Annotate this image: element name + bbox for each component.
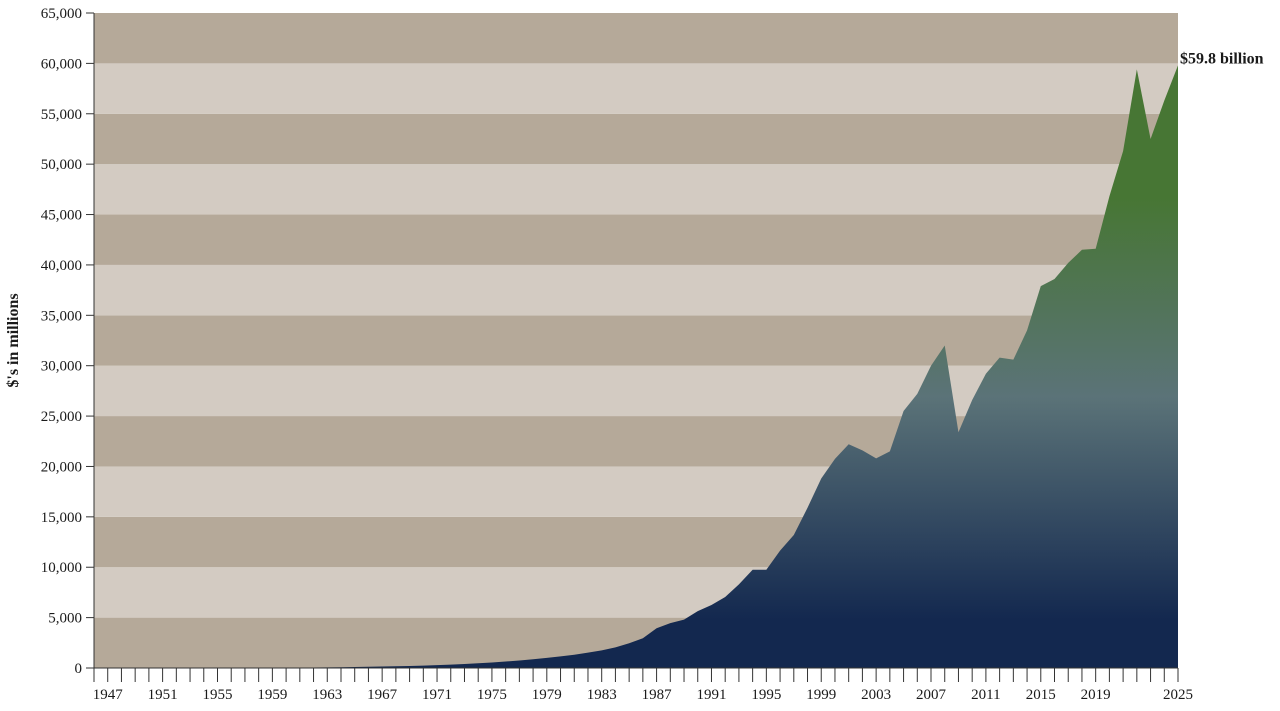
y-tick-label: 5,000 — [48, 611, 82, 627]
x-tick-label: 1995 — [751, 687, 781, 703]
y-tick-label: 60,000 — [41, 56, 82, 72]
y-axis: 0 5,000 10,000 15,000 20,000 25,000 30,000 35,0… — [41, 6, 94, 677]
x-tick-label: 2025 — [1163, 687, 1193, 703]
x-tick-label: 2007 — [916, 687, 947, 703]
y-axis-title: $'s in millions — [5, 293, 22, 387]
y-tick-label: 45,000 — [41, 208, 82, 224]
data-area — [94, 65, 1178, 668]
x-tick-label: 1987 — [642, 687, 673, 703]
x-axis: 1947 1951 1955 1959 1963 1967 1971 1975 1979 1983… — [93, 668, 1193, 703]
y-tick-label: 15,000 — [41, 510, 82, 526]
x-tick-label: 1963 — [312, 687, 342, 703]
x-tick-label: 2003 — [861, 687, 891, 703]
x-tick-label: 1947 — [93, 687, 124, 703]
grid-band — [94, 113, 1178, 165]
y-tick-label: 40,000 — [41, 258, 82, 274]
x-tick-label: 1971 — [422, 687, 452, 703]
y-tick-label: 10,000 — [41, 560, 82, 576]
y-tick-label: 65,000 — [41, 6, 82, 22]
x-tick-label: 1967 — [367, 687, 398, 703]
y-tick-label: 30,000 — [41, 359, 82, 375]
x-tick-label: 1991 — [696, 687, 726, 703]
x-tick-label: 1959 — [257, 687, 287, 703]
x-tick-label: 2011 — [971, 687, 1000, 703]
x-tick-label: 2015 — [1026, 687, 1056, 703]
x-tick-label: 1975 — [477, 687, 507, 703]
x-tick-label: 1951 — [148, 687, 178, 703]
end-value-label: $59.8 billion — [1180, 50, 1264, 67]
grid-band — [94, 214, 1178, 265]
x-tick-label: 1979 — [532, 687, 562, 703]
grid-band — [94, 13, 1178, 64]
y-tick-label: 25,000 — [41, 409, 82, 425]
grid-band — [94, 63, 1178, 114]
grid-band — [94, 315, 1178, 366]
x-tick-label: 1983 — [587, 687, 617, 703]
y-tick-label: 0 — [75, 661, 83, 677]
y-tick-label: 20,000 — [41, 459, 82, 475]
y-tick-label: 55,000 — [41, 107, 82, 123]
grid-band — [94, 164, 1178, 215]
grid-band — [94, 264, 1178, 316]
y-tick-label: 50,000 — [41, 157, 82, 173]
x-tick-label: 2019 — [1081, 687, 1111, 703]
x-tick-label: 1955 — [202, 687, 232, 703]
x-tick-label: 1999 — [806, 687, 836, 703]
axes — [93, 13, 1178, 669]
y-tick-label: 35,000 — [41, 308, 82, 324]
